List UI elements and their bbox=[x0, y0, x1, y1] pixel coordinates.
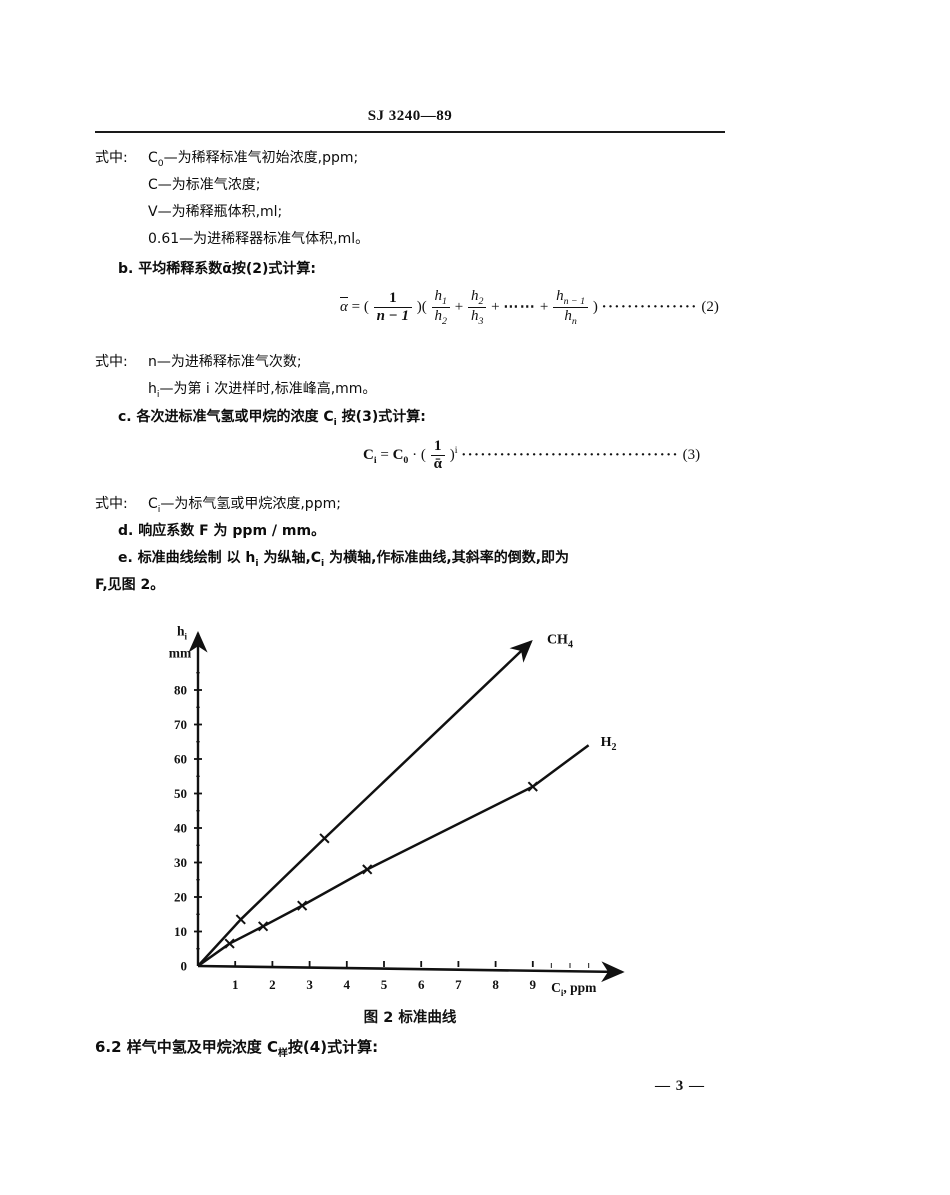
data-point-H2 bbox=[257, 921, 269, 932]
page-number: — 3 — bbox=[655, 1078, 705, 1094]
x-tick-label: 3 bbox=[306, 977, 313, 992]
x-tick-label: 4 bbox=[344, 977, 351, 992]
y-tick-label: 40 bbox=[174, 821, 187, 836]
formula-2-paren-open-1: ( bbox=[363, 298, 369, 315]
formula-2-ellipsis: ⋯⋯ bbox=[503, 298, 537, 315]
formula-2-frac-1-over-n-minus-1: 1 n − 1 bbox=[373, 290, 413, 325]
def-item-1-0: C0—为稀释标准气初始浓度,ppm; bbox=[148, 150, 359, 169]
formula-2-alpha-bar: α bbox=[340, 297, 348, 315]
y-tick-label: 0 bbox=[181, 959, 188, 974]
x-tick-label: 9 bbox=[530, 977, 537, 992]
data-point-CH4 bbox=[235, 914, 246, 925]
formula-3-paren-close: ) bbox=[449, 446, 455, 463]
def-item-1-3: 0.61—为进稀释器标准气体积,ml。 bbox=[148, 231, 370, 247]
header-divider bbox=[95, 131, 725, 133]
formula-3-leader-dots: ·································· bbox=[461, 446, 679, 463]
formula-2-frac-hn1-hn: hn − 1 hn bbox=[553, 288, 589, 327]
def-item-2-1: hi—为第 i 次进样时,标准峰高,mm。 bbox=[148, 381, 377, 400]
formula-2-paren-close-2: ) bbox=[592, 298, 598, 315]
formula-2-plus-2: + bbox=[491, 298, 504, 315]
formula-3-exponent: i bbox=[454, 444, 458, 456]
formula-3-equals: = bbox=[380, 446, 393, 463]
formula-3-number: (3) bbox=[682, 446, 701, 463]
x-tick-label: 5 bbox=[381, 977, 388, 992]
x-axis bbox=[197, 961, 625, 983]
x-tick-label: 2 bbox=[269, 977, 276, 992]
chart-canvas: 0 10 20 30 40 50 60 70 80 1 2 3 4 5 6 7 8 9 hi mm Ci, ppm CH4… bbox=[169, 623, 625, 998]
item-d: d. 响应系数 F 为 ppm / mm。 bbox=[118, 523, 326, 539]
y-axis-unit: mm bbox=[169, 645, 192, 660]
def-lead-3: 式中: bbox=[95, 496, 128, 512]
data-point-H2 bbox=[527, 781, 538, 792]
formula-2-plus-3: + bbox=[539, 298, 553, 315]
item-e-line-1: e. 标准曲线绘制 以 hi 为纵轴,Ci 为横轴,作标准曲线,其斜率的倒数,即… bbox=[118, 550, 570, 569]
formula-2-frac-h2-h3: h2 h3 bbox=[467, 288, 487, 327]
def-item-2-0: n—为进稀释标准气次数; bbox=[148, 354, 302, 370]
x-tick-label: 8 bbox=[492, 977, 499, 992]
y-tick-label: 20 bbox=[174, 890, 187, 905]
series-line-H2 bbox=[197, 744, 590, 968]
formula-3-paren-open: ( bbox=[420, 446, 426, 463]
item-c: c. 各次进标准气氢或甲烷的浓度 Ci 按(3)式计算: bbox=[118, 409, 426, 428]
x-axis-label: Ci, ppm bbox=[551, 980, 597, 998]
def-lead-1: 式中: bbox=[95, 150, 128, 166]
x-tick-label: 7 bbox=[455, 977, 462, 992]
x-tick-label: 1 bbox=[232, 977, 239, 992]
formula-2-paren-close-1: )( bbox=[416, 298, 427, 315]
series-label-H2: H2 bbox=[601, 735, 617, 753]
standard-curve-chart: 0 10 20 30 40 50 60 70 80 1 2 3 4 5 6 7 8 9 hi mm Ci, ppm CH4… bbox=[140, 618, 660, 1013]
y-tick-label: 80 bbox=[174, 683, 187, 698]
item-b: b. 平均稀释系数ᾱ按(2)式计算: bbox=[118, 261, 316, 277]
formula-2-frac-h1-h2: h1 h2 bbox=[431, 288, 450, 327]
formula-3-alpha-bar: ᾱ bbox=[430, 455, 445, 473]
formula-2-leader-dots: ··············· bbox=[601, 298, 698, 315]
data-point-CH4 bbox=[319, 833, 330, 844]
formula-2-number: (2) bbox=[701, 298, 719, 315]
figure-caption: 图 2 标准曲线 bbox=[363, 1010, 457, 1026]
data-point-H2 bbox=[224, 938, 235, 949]
formula-2: α = ( 1 n − 1 )( h1 h2 + h2 h3 + ⋯⋯ + hn… bbox=[340, 288, 719, 327]
x-tick-label: 6 bbox=[418, 977, 425, 992]
formula-2-plus-1: + bbox=[454, 298, 467, 315]
formula-3-dot: · bbox=[412, 446, 418, 463]
def-item-3-0: Ci—为标气氢或甲烷浓度,ppm; bbox=[148, 496, 341, 515]
def-item-1-2: V—为稀释瓶体积,ml; bbox=[148, 204, 283, 220]
data-point-H2 bbox=[362, 864, 373, 875]
series-label-CH4: CH4 bbox=[547, 633, 573, 651]
data-point-H2 bbox=[297, 900, 308, 911]
series-line-CH4 bbox=[197, 639, 533, 967]
y-tick-label: 10 bbox=[174, 924, 187, 939]
page-title: SJ 3240—89 bbox=[367, 108, 453, 124]
y-tick-label: 50 bbox=[174, 786, 187, 801]
formula-2-equals: = bbox=[351, 298, 364, 315]
formula-3-frac-1-over-alpha: 1 ᾱ bbox=[430, 438, 445, 473]
y-axis-label: hi bbox=[177, 623, 188, 641]
formula-3: Ci = C0 · ( 1 ᾱ )i ·····················… bbox=[363, 438, 700, 473]
item-e-line-2: F,见图 2。 bbox=[95, 577, 165, 593]
formula-3-rhs-c0: C0 bbox=[392, 446, 409, 466]
def-lead-2: 式中: bbox=[95, 354, 128, 370]
section-6-2: 6.2 样气中氢及甲烷浓度 C样按(4)式计算: bbox=[95, 1038, 379, 1059]
y-tick-label: 60 bbox=[174, 752, 187, 767]
y-tick-label: 30 bbox=[174, 855, 187, 870]
formula-3-lhs: Ci bbox=[363, 446, 377, 466]
y-tick-label: 70 bbox=[174, 717, 187, 732]
def-item-1-1: C—为标准气浓度; bbox=[148, 177, 261, 193]
